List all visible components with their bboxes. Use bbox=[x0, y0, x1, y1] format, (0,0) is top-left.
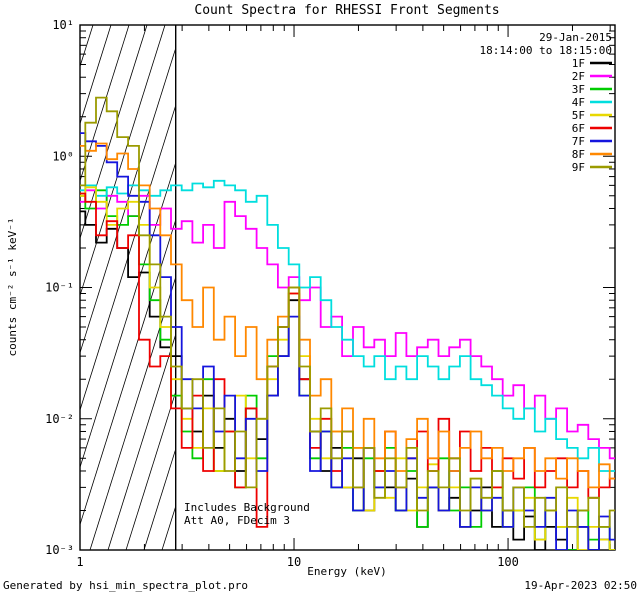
x-tick-label: 100 bbox=[497, 555, 519, 569]
hatch-line bbox=[107, 333, 176, 550]
plot-frame bbox=[79, 24, 616, 551]
y-tick-label: 10⁻³ bbox=[45, 543, 74, 557]
hatch-line bbox=[80, 46, 176, 355]
legend-time-range: 18:14:00 to 18:15:00 bbox=[480, 44, 612, 57]
hatch-line bbox=[80, 104, 176, 412]
legend-label-1F: 1F bbox=[572, 57, 585, 70]
x-tick-label: 1 bbox=[76, 555, 83, 569]
legend-label-2F: 2F bbox=[572, 70, 585, 83]
note-includes-background: Includes Background bbox=[184, 501, 310, 514]
y-tick-label: 10⁻¹ bbox=[45, 281, 74, 295]
legend-label-7F: 7F bbox=[572, 135, 585, 148]
hatch-line bbox=[80, 161, 176, 469]
series-line-7F bbox=[80, 132, 615, 550]
y-tick-label: 10¹ bbox=[52, 18, 74, 32]
plot-render-layer: 1 10 100 10¹ 10⁰ 10⁻¹ 10⁻² 10⁻³ 29-Jan-201518:14… bbox=[45, 18, 616, 569]
legend-label-9F: 9F bbox=[572, 161, 585, 174]
series-line-9F bbox=[80, 96, 615, 528]
series-line-5F bbox=[80, 186, 615, 550]
hatch-line bbox=[125, 390, 176, 550]
chart-title: Count Spectra for RHESSI Front Segments bbox=[194, 3, 499, 18]
legend-label-8F: 8F bbox=[572, 148, 585, 161]
footer: Generated by hsi_min_spectra_plot.pro 19… bbox=[0, 579, 640, 592]
hatch-line bbox=[80, 25, 130, 183]
hatch-line bbox=[89, 275, 176, 550]
footer-timestamp: 19-Apr-2023 02:50 bbox=[524, 579, 637, 592]
legend-label-5F: 5F bbox=[572, 109, 585, 122]
series-line-8F bbox=[80, 142, 615, 489]
series-group bbox=[80, 96, 615, 550]
series-line-3F bbox=[80, 189, 615, 550]
note-attenuator: Att A0, FDecim 3 bbox=[184, 514, 290, 527]
hatch-line bbox=[80, 25, 148, 240]
hatch-line bbox=[143, 447, 176, 550]
x-axis-label: Energy (keV) bbox=[307, 565, 386, 578]
legend-label-4F: 4F bbox=[572, 96, 585, 109]
y-tick-label: 10⁻² bbox=[45, 412, 74, 426]
legend-date: 29-Jan-2015 bbox=[539, 31, 612, 44]
series-line-4F bbox=[80, 179, 615, 472]
legend-label-3F: 3F bbox=[572, 83, 585, 96]
x-tick-label: 10 bbox=[287, 555, 301, 569]
axes: 1 10 100 10¹ 10⁰ 10⁻¹ 10⁻² 10⁻³ bbox=[45, 18, 616, 569]
y-tick-label: 10⁰ bbox=[52, 149, 74, 163]
hatch-line bbox=[80, 25, 112, 125]
y-axis-label: counts cm⁻² s⁻¹ keV⁻¹ bbox=[6, 217, 19, 356]
legend-label-6F: 6F bbox=[572, 122, 585, 135]
footer-generated-by: Generated by hsi_min_spectra_plot.pro bbox=[3, 579, 249, 592]
